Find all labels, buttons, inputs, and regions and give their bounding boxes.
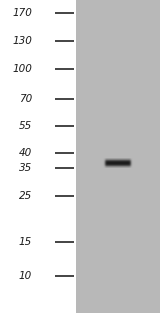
Text: 10: 10: [19, 271, 32, 281]
Bar: [76, 0, 160, 313]
Text: 35: 35: [19, 163, 32, 173]
Text: 15: 15: [19, 237, 32, 247]
Text: 25: 25: [19, 191, 32, 201]
Text: 40: 40: [19, 148, 32, 158]
Text: 130: 130: [12, 36, 32, 46]
Text: 55: 55: [19, 121, 32, 131]
Text: 170: 170: [12, 8, 32, 18]
Bar: [0, 0, 76, 313]
Text: 100: 100: [12, 64, 32, 74]
Text: 70: 70: [19, 94, 32, 104]
